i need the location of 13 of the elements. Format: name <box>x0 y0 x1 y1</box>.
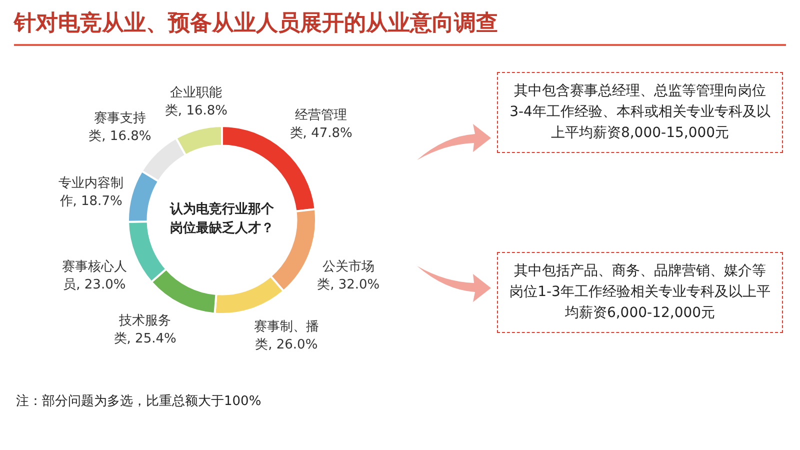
text: 其中包含赛事总经理、总监等管理向岗位3-4年工作经验、本科或相关专业专科及以上平均薪资8,000-15,000元 <box>497 72 783 153</box>
slice-label: 专业内容制作, 18.7% <box>58 174 124 209</box>
slice-label: 赛事制、播类, 26.0% <box>254 318 319 352</box>
text: 认为电竞行业那个岗位最缺乏人才？ <box>168 200 275 238</box>
slice-label: 经营管理类, 47.8% <box>290 108 352 142</box>
slice-label: 赛事支持类, 16.8% <box>88 110 152 144</box>
text: 注：部分问题为多选，比重总额大于100% <box>16 393 262 410</box>
chart-title: 针对电竞从业、预备从业人员展开的从业意向调查 <box>14 10 498 38</box>
slice-label: 赛事核心人员, 23.0% <box>62 258 127 292</box>
slice-label: 公关市场类, 32.0% <box>317 259 380 292</box>
slice-label: 企业职能类, 16.8% <box>164 86 228 119</box>
slice-label: 技术服务类, 25.4% <box>114 314 176 347</box>
text: 其中包括产品、商务、品牌营销、媒介等岗位1-3年工作经验相关专业专科及以上平均薪资6,000-12,000元 <box>497 252 783 333</box>
